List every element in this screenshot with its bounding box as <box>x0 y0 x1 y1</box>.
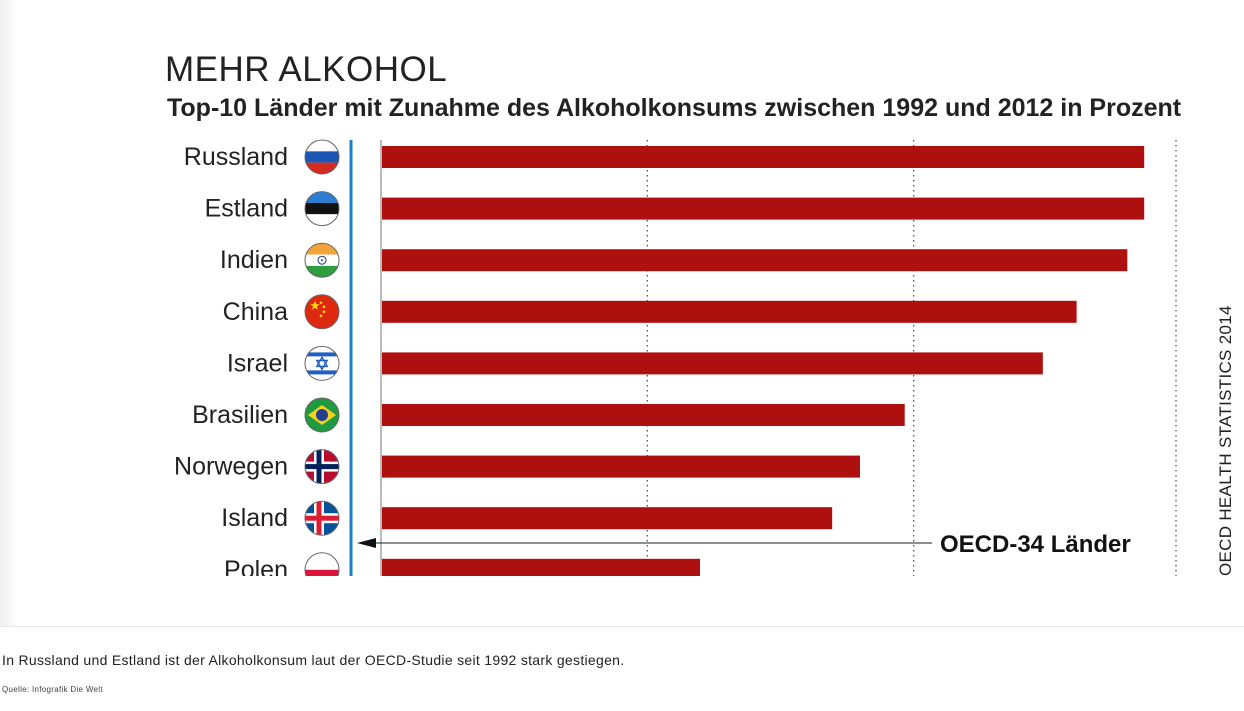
category-label-polen: Polen <box>224 556 288 584</box>
category-label-island: Island <box>221 504 288 532</box>
bar-brasilien <box>382 404 905 426</box>
source-label: OECD HEALTH STATISTICS 2014 <box>1216 305 1235 576</box>
image-caption: In Russland und Estland ist der Alkoholk… <box>2 652 625 668</box>
bar-estland <box>382 197 1145 220</box>
category-label-brasilien: Brasilien <box>192 401 288 429</box>
category-label-estland: Estland <box>205 195 288 223</box>
category-label-indien: Indien <box>220 246 288 274</box>
bar-china <box>382 300 1077 323</box>
bar-chart: Russland Estland Indien China Israel Brasilie… <box>174 139 1177 584</box>
russia-flag-icon <box>304 139 340 175</box>
india-flag-icon <box>304 242 340 278</box>
category-label-norwegen: Norwegen <box>174 453 288 481</box>
estonia-flag-icon <box>304 191 340 227</box>
norway-flag-icon <box>304 449 340 485</box>
bar-indien <box>382 249 1128 272</box>
bar-island <box>382 507 833 530</box>
bar-norwegen <box>382 455 860 478</box>
chart-subtitle: Top-10 Länder mit Zunahme des Alkoholkon… <box>167 94 1182 122</box>
plot-area: Russland Estland Indien China Israel Brasilie… <box>174 139 1177 584</box>
chart-title: MEHR ALKOHOL <box>165 50 448 89</box>
poland-flag-icon <box>304 552 340 576</box>
category-label-israel: Israel <box>227 349 288 377</box>
infographic: MEHR ALKOHOL Top-10 Länder mit Zunahme d… <box>0 0 1244 627</box>
left-shade <box>0 0 18 626</box>
category-label-china: China <box>223 298 288 326</box>
bar-polen <box>382 558 700 576</box>
reference-label: OECD-34 Länder <box>940 531 1131 558</box>
bar-israel <box>382 352 1043 375</box>
china-flag-icon <box>304 294 340 330</box>
reference-arrow-head <box>357 538 376 548</box>
brazil-flag-icon <box>304 397 340 433</box>
bar-russland <box>382 146 1145 168</box>
israel-flag-icon <box>304 345 340 381</box>
iceland-flag-icon <box>304 500 340 536</box>
image-credit: Quelle: Infografik Die Welt <box>2 685 103 694</box>
category-label-russland: Russland <box>184 143 288 171</box>
